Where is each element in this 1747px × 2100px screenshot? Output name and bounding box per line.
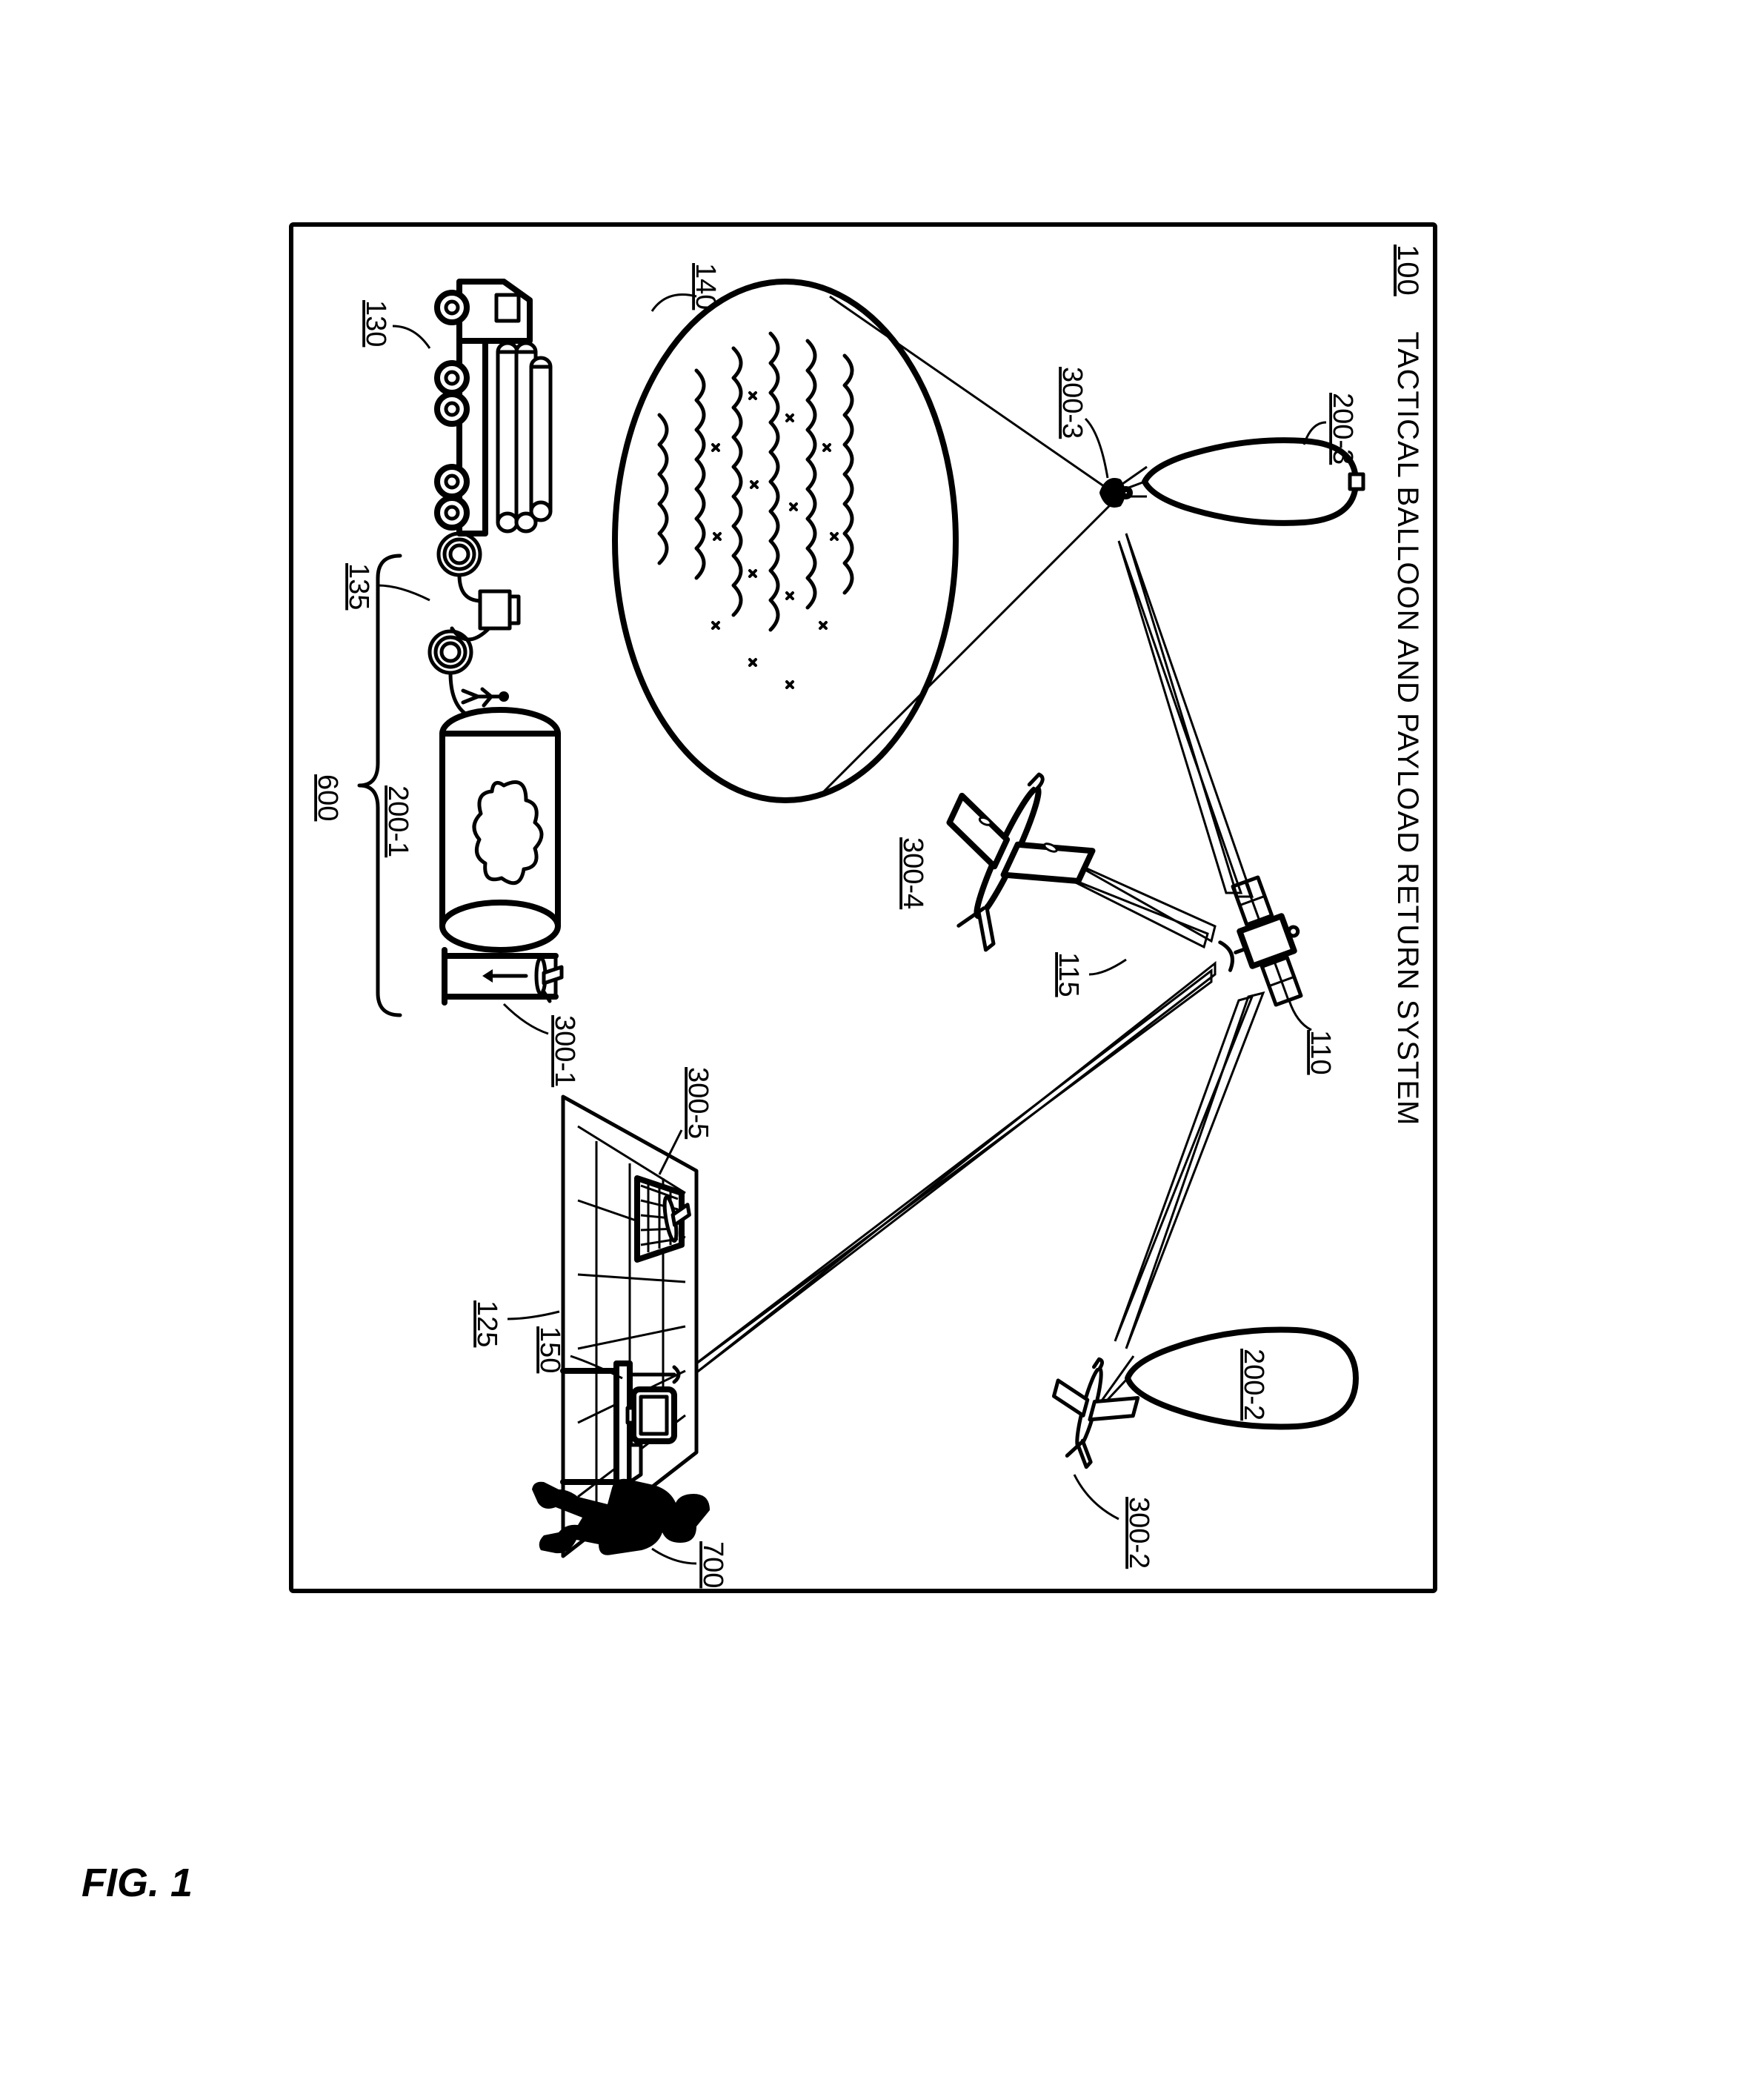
- truck: [437, 282, 550, 534]
- ref-200-3: 200-3: [1327, 393, 1358, 465]
- ref-300-5: 300-5: [682, 1067, 713, 1139]
- ref-140: 140: [690, 263, 721, 310]
- balloon-right: [1039, 1330, 1356, 1475]
- balloon-left: [1102, 440, 1363, 523]
- coverage-area: [615, 282, 956, 800]
- diagram-svg: 140: [289, 222, 1437, 1593]
- ref-125: 125: [471, 1300, 502, 1347]
- ref-110: 110: [1305, 1030, 1336, 1075]
- ref-300-2: 300-2: [1123, 1497, 1154, 1569]
- figure-rotated-container: 100 TACTICAL BALLOON AND PAYLOAD RETURN …: [289, 222, 1437, 1593]
- ref-300-1: 300-1: [549, 1015, 580, 1087]
- operator: [532, 1479, 710, 1555]
- ref-600: 600: [312, 774, 343, 821]
- ref-150: 150: [534, 1326, 565, 1373]
- hose-and-control: [430, 534, 519, 714]
- ref-700: 700: [697, 1541, 728, 1588]
- uav-flying: [907, 748, 1112, 973]
- ref-135: 135: [343, 563, 374, 610]
- page: 100 TACTICAL BALLOON AND PAYLOAD RETURN …: [0, 0, 1747, 2100]
- ref-130: 130: [360, 300, 391, 347]
- ref-300-4: 300-4: [897, 837, 928, 909]
- tank-launcher: [442, 710, 562, 1003]
- ref-200-2: 200-2: [1238, 1349, 1269, 1421]
- figure-caption: FIG. 1: [81, 1860, 193, 1906]
- ref-115: 115: [1053, 952, 1084, 997]
- ref-200-1: 200-1: [382, 785, 413, 857]
- ref-300-3: 300-3: [1056, 367, 1088, 439]
